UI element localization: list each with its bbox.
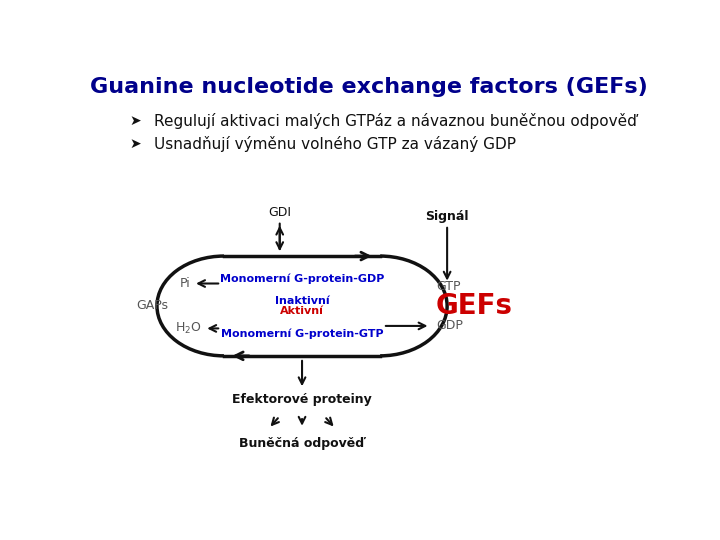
Text: H$_2$O: H$_2$O (175, 321, 202, 336)
Text: Regulují aktivaci malých GTPáz a návaznou buněčnou odpověď: Regulují aktivaci malých GTPáz a návazno… (154, 113, 637, 129)
Text: ➤: ➤ (129, 137, 140, 151)
Text: Efektorové proteiny: Efektorové proteiny (232, 393, 372, 406)
Text: GDI: GDI (269, 206, 291, 219)
Text: GAPs: GAPs (136, 300, 168, 313)
Text: Monomerní G-protein-GTP: Monomerní G-protein-GTP (221, 328, 383, 339)
Text: Signál: Signál (426, 210, 469, 223)
Text: GTP: GTP (436, 280, 461, 293)
Text: Pi: Pi (180, 277, 190, 290)
Text: GEFs: GEFs (436, 292, 513, 320)
Text: ➤: ➤ (129, 114, 140, 128)
Text: Aktivní: Aktivní (280, 306, 324, 316)
Text: Inaktivní: Inaktivní (275, 296, 329, 306)
Text: Buněčná odpověď: Buněčná odpověď (240, 437, 364, 450)
Text: Guanine nucleotide exchange factors (GEFs): Guanine nucleotide exchange factors (GEF… (90, 77, 648, 97)
Text: Monomerní G-protein-GDP: Monomerní G-protein-GDP (220, 273, 384, 284)
Text: GDP: GDP (436, 320, 463, 333)
Text: Usnadňují výměnu volného GTP za vázaný GDP: Usnadňují výměnu volného GTP za vázaný G… (154, 136, 516, 152)
